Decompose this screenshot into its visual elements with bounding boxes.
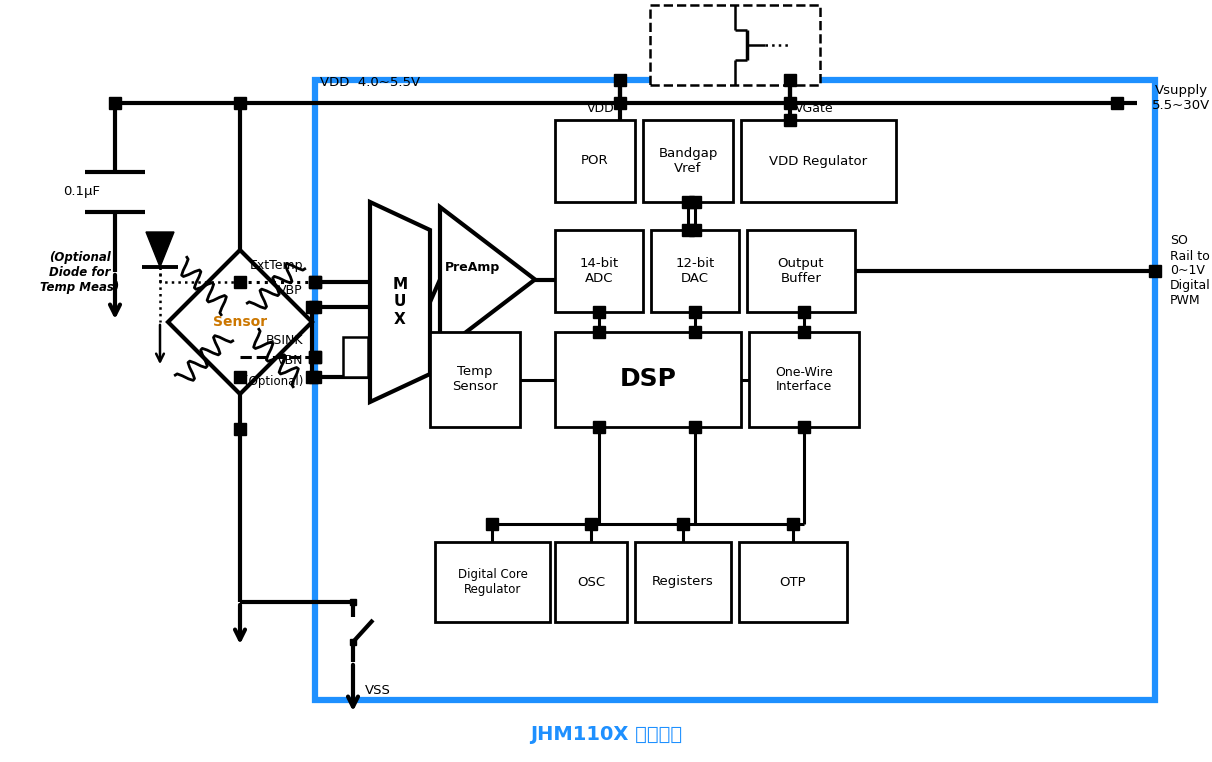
Text: VSS: VSS: [365, 684, 391, 696]
Bar: [555, 120, 635, 202]
Bar: [555, 230, 644, 312]
Text: Digital Core
Regulator: Digital Core Regulator: [458, 568, 527, 596]
Text: OTP: OTP: [779, 575, 806, 588]
Bar: [644, 120, 733, 202]
Bar: [749, 332, 859, 427]
Text: M
U
X: M U X: [393, 277, 407, 327]
Text: SO
Rail to Rail
0~1V
Digital
PWM: SO Rail to Rail 0~1V Digital PWM: [1170, 235, 1212, 308]
Text: (Optional): (Optional): [244, 375, 303, 388]
Text: VBP: VBP: [279, 284, 303, 297]
Text: One-Wire
Interface: One-Wire Interface: [776, 366, 833, 393]
Text: Output
Buffer: Output Buffer: [778, 257, 824, 285]
Text: (Optional
Diode for
Temp Meas): (Optional Diode for Temp Meas): [40, 251, 120, 293]
Text: VDD: VDD: [588, 102, 614, 115]
Bar: [343, 337, 368, 377]
Bar: [555, 542, 627, 622]
Bar: [739, 542, 847, 622]
Bar: [315, 80, 1155, 700]
Bar: [430, 332, 520, 427]
Bar: [741, 120, 896, 202]
Text: 14-bit
ADC: 14-bit ADC: [579, 257, 618, 285]
Text: JHM110X 典型应用: JHM110X 典型应用: [530, 725, 682, 744]
Text: VDD  4.0~5.5V: VDD 4.0~5.5V: [320, 76, 421, 89]
Bar: [650, 5, 821, 85]
Text: Bandgap
Vref: Bandgap Vref: [658, 147, 718, 175]
Text: 0.1μF: 0.1μF: [63, 185, 101, 198]
Polygon shape: [145, 232, 175, 267]
Bar: [435, 542, 550, 622]
Text: Vsupply
5.5~30V: Vsupply 5.5~30V: [1151, 84, 1211, 112]
Text: DSP: DSP: [619, 367, 676, 392]
Bar: [747, 230, 854, 312]
Text: Registers: Registers: [652, 575, 714, 588]
Text: Sensor: Sensor: [213, 315, 267, 329]
Text: OSC: OSC: [577, 575, 605, 588]
Text: PreAmp: PreAmp: [445, 261, 499, 274]
Text: VBN: VBN: [276, 354, 303, 367]
Text: VDD Regulator: VDD Regulator: [770, 155, 868, 168]
Bar: [635, 542, 731, 622]
Text: 12-bit
DAC: 12-bit DAC: [675, 257, 715, 285]
Text: POR: POR: [582, 155, 608, 168]
Text: Temp
Sensor: Temp Sensor: [452, 366, 498, 393]
Bar: [651, 230, 739, 312]
Text: BSINK: BSINK: [265, 334, 303, 347]
Text: VGate: VGate: [795, 102, 834, 115]
Bar: [555, 332, 741, 427]
Text: ExtTemp: ExtTemp: [250, 259, 303, 272]
